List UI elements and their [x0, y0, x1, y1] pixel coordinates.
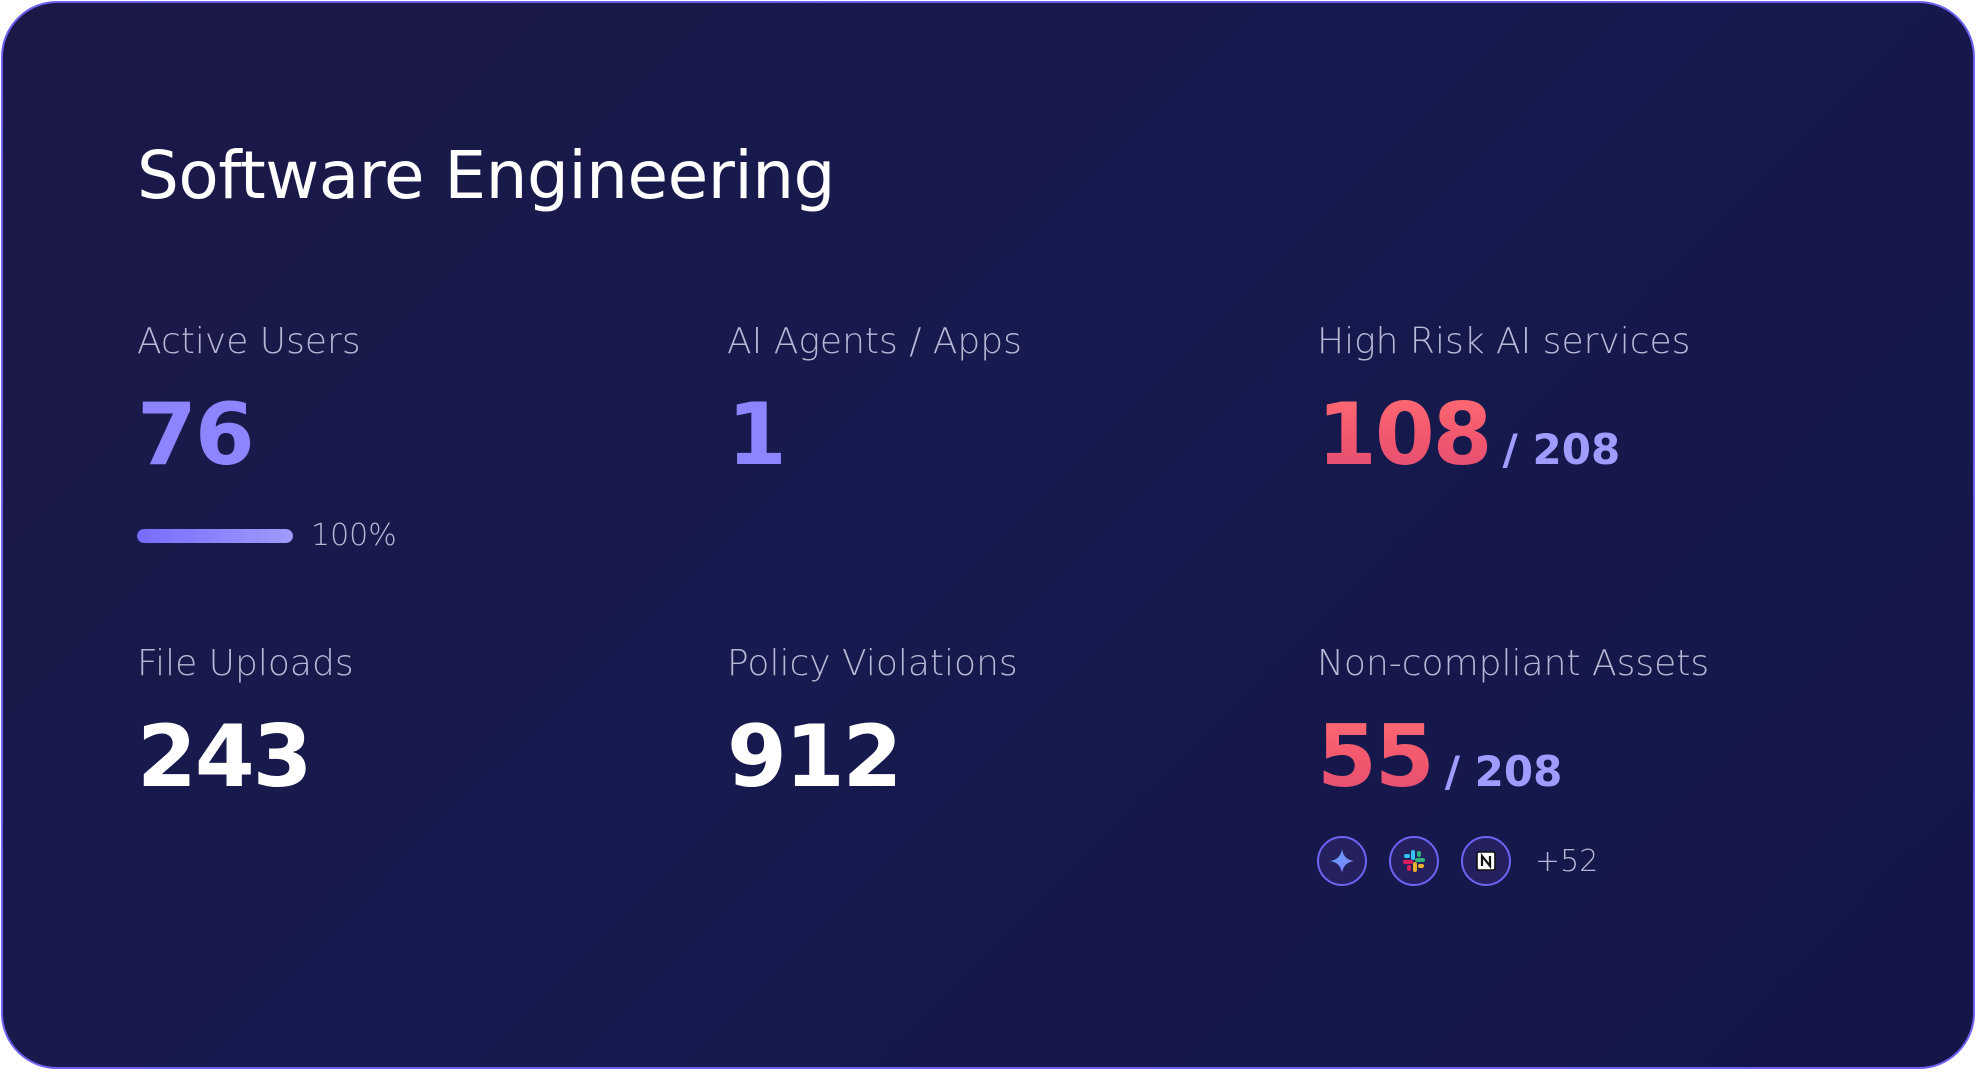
high-risk-total: / 208	[1502, 425, 1621, 474]
non-compliant-total: / 208	[1444, 747, 1563, 796]
slack-icon[interactable]	[1389, 836, 1439, 886]
non-compliant-label: Non-compliant Assets	[1317, 643, 1710, 684]
stat-file-uploads: File Uploads 243	[137, 643, 354, 800]
active-users-value: 76	[137, 392, 397, 478]
non-compliant-value: 55 / 208	[1317, 714, 1709, 800]
file-uploads-value: 243	[137, 714, 354, 800]
ai-agents-value: 1	[727, 392, 1022, 478]
high-risk-value: 108 / 208	[1317, 392, 1690, 478]
card-title: Software Engineering	[137, 137, 835, 214]
policy-violations-value: 912	[727, 714, 1018, 800]
stat-non-compliant: Non-compliant Assets 55 / 208	[1317, 643, 1709, 886]
high-risk-label: High Risk AI services	[1317, 321, 1691, 362]
progress-track	[137, 528, 293, 543]
progress-fill	[137, 528, 293, 543]
progress-percent: 100%	[311, 518, 397, 553]
notion-icon[interactable]	[1461, 836, 1511, 886]
policy-violations-label: Policy Violations	[727, 643, 1018, 684]
active-users-label: Active Users	[137, 321, 361, 362]
stat-ai-agents: AI Agents / Apps 1	[727, 321, 1022, 478]
non-compliant-number: 55	[1317, 707, 1435, 807]
active-users-progress: 100%	[137, 518, 397, 553]
ai-agents-number: 1	[727, 385, 787, 485]
stat-policy-violations: Policy Violations 912	[727, 643, 1018, 800]
active-users-number: 76	[137, 385, 255, 485]
ai-agents-label: AI Agents / Apps	[727, 321, 1022, 362]
stat-active-users: Active Users 76 100%	[137, 321, 397, 553]
stat-high-risk: High Risk AI services 108 / 208	[1317, 321, 1690, 478]
file-uploads-number: 243	[137, 707, 313, 807]
file-uploads-label: File Uploads	[137, 643, 354, 684]
high-risk-number: 108	[1317, 385, 1493, 485]
app-icons-row: +52	[1317, 836, 1709, 886]
policy-violations-number: 912	[727, 707, 903, 807]
gemini-icon[interactable]	[1317, 836, 1367, 886]
more-apps-count[interactable]: +52	[1535, 843, 1599, 879]
